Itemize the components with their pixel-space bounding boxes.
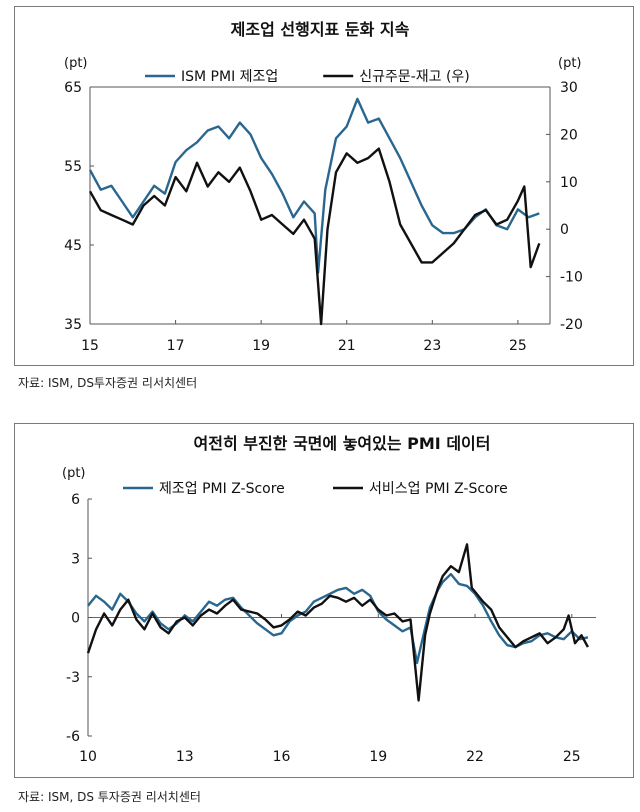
series-line-1 — [86, 543, 589, 702]
right-tick-label: 20 — [560, 127, 578, 143]
source-note-1: 자료: ISM, DS투자증권 리서치센터 — [18, 376, 198, 390]
right-tick-label: 30 — [560, 80, 578, 96]
left-tick-label: 35 — [64, 317, 82, 333]
chart-2: 여전히 부진한 국면에 놓여있는 PMI 데이터 (pt) 6 3 0 -3 -6 10 13 1… — [62, 434, 596, 765]
right-tick-label: 0 — [560, 222, 569, 238]
x-tick-label: 21 — [338, 338, 356, 354]
chart-title: 제조업 선행지표 둔화 지속 — [231, 20, 410, 39]
x-tick-label: 25 — [563, 749, 581, 765]
chart-panel-pmi-zscore: 여전히 부진한 국면에 놓여있는 PMI 데이터 (pt) 6 3 0 -3 -6 10 13 1… — [14, 423, 634, 778]
right-tick-label: -20 — [560, 317, 583, 333]
x-tick-label: 10 — [79, 749, 97, 765]
legend-label-1: 서비스업 PMI Z-Score — [369, 481, 508, 497]
x-tick-label: 13 — [176, 749, 194, 765]
left-tick-label: 65 — [64, 80, 82, 96]
x-tick-label: 25 — [509, 338, 527, 354]
series-line-1 — [88, 147, 541, 326]
legend-label-1: 신규주문-재고 (우) — [359, 69, 470, 85]
legend-label-0: 제조업 PMI Z-Score — [159, 481, 285, 497]
x-tick-label: 15 — [81, 338, 99, 354]
left-axis-unit: (pt) — [64, 56, 88, 71]
x-tick-label: 16 — [273, 749, 291, 765]
source-note-2: 자료: ISM, DS 투자증권 리서치센터 — [18, 790, 201, 804]
right-tick-label: 10 — [560, 175, 578, 191]
chart-1: 제조업 선행지표 둔화 지속 (pt) (pt) 65 55 45 35 30 20 10 0 -10… — [64, 20, 583, 354]
left-tick-label: 55 — [64, 159, 82, 175]
x-tick-label: 19 — [369, 749, 387, 765]
left-tick-label: 6 — [71, 492, 80, 508]
left-tick-label: -3 — [66, 670, 80, 686]
left-tick-label: 45 — [64, 238, 82, 254]
right-axis-unit: (pt) — [558, 56, 582, 71]
chart-title: 여전히 부진한 국면에 놓여있는 PMI 데이터 — [194, 434, 491, 453]
x-tick-label: 22 — [466, 749, 484, 765]
chart-panel-manufacturing-leading: 제조업 선행지표 둔화 지속 (pt) (pt) 65 55 45 35 30 20 10 0 -10… — [14, 6, 634, 366]
left-axis-unit: (pt) — [62, 466, 86, 481]
x-tick-label: 17 — [167, 338, 185, 354]
right-tick-label: -10 — [560, 270, 583, 286]
left-tick-label: 3 — [71, 551, 80, 567]
left-tick-label: 0 — [71, 611, 80, 627]
x-tick-label: 19 — [252, 338, 270, 354]
x-tick-label: 23 — [423, 338, 441, 354]
legend-label-0: ISM PMI 제조업 — [181, 69, 278, 85]
series-line-0 — [87, 572, 589, 665]
left-tick-label: -6 — [66, 729, 80, 745]
